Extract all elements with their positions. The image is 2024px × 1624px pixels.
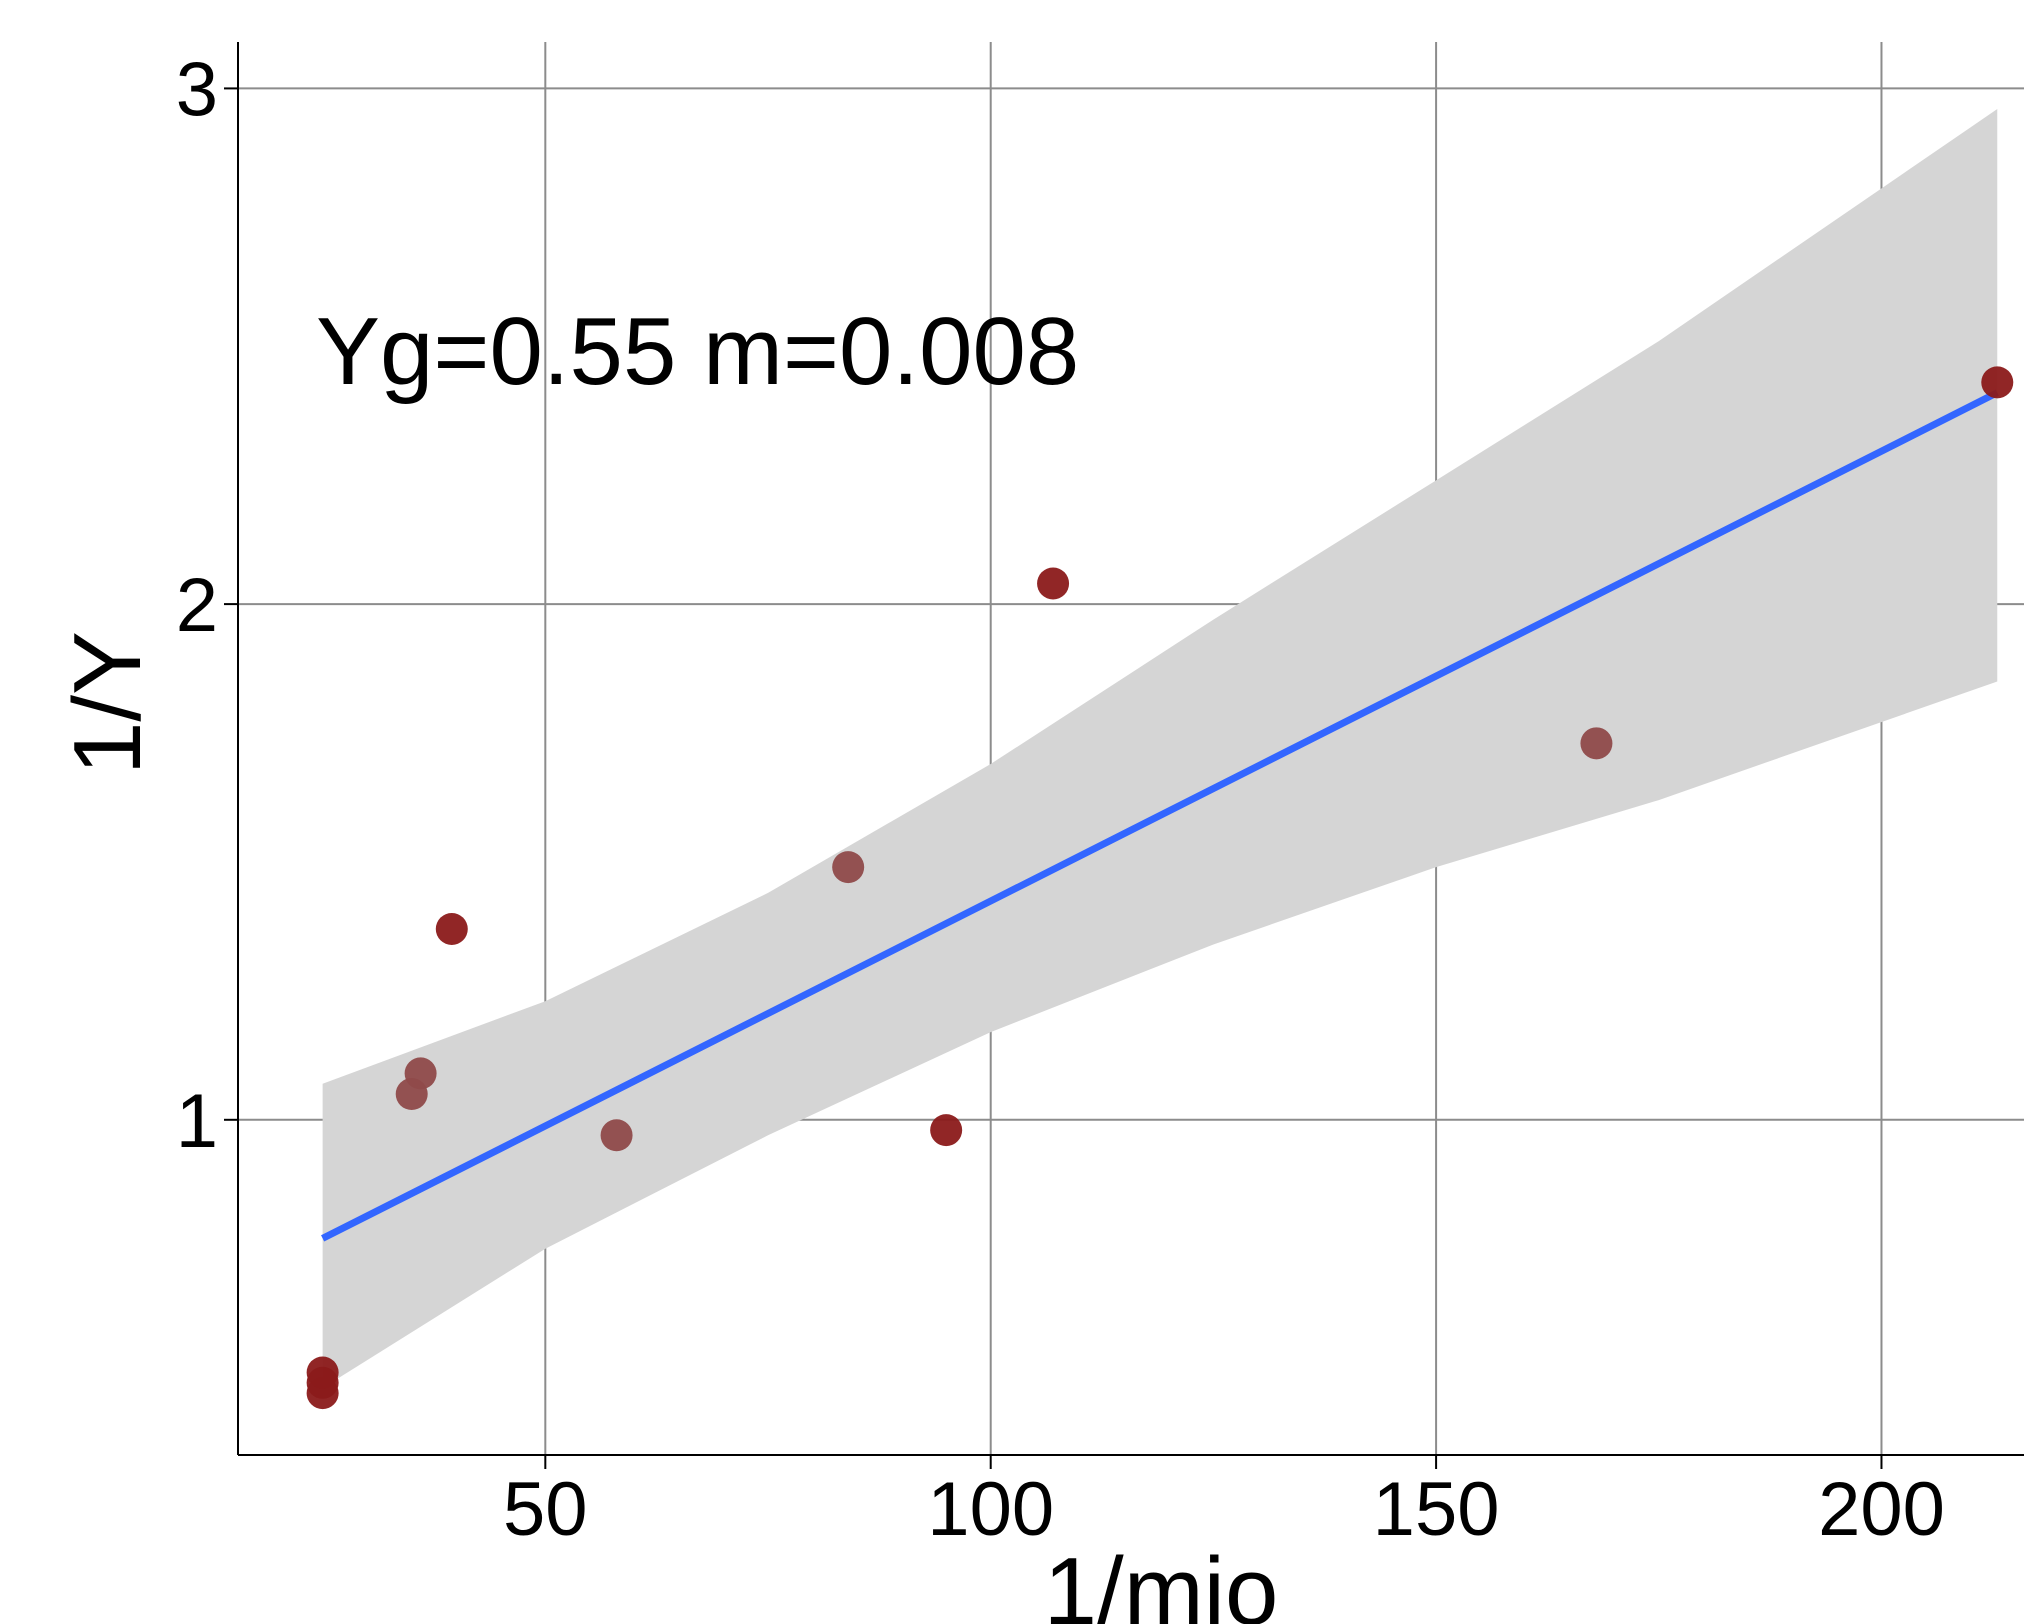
data-point-9	[1037, 567, 1070, 600]
data-points	[306, 366, 2014, 1410]
fit-annotation: Yg=0.55 m=0.008	[316, 298, 1079, 405]
x-tick-label-200: 200	[1818, 1467, 1945, 1552]
data-point-2	[306, 1356, 339, 1389]
confidence-band	[322, 109, 1998, 1388]
x-tick-label-100: 100	[927, 1467, 1054, 1552]
y-ticks: 1 2 3	[176, 47, 238, 1164]
data-point-7	[832, 851, 865, 884]
data-point-4	[404, 1057, 437, 1090]
x-ticks: 50 100 150 200	[503, 1455, 1945, 1552]
data-point-8	[930, 1114, 963, 1147]
data-point-5	[435, 912, 468, 945]
y-axis-title: 1/Y	[54, 631, 161, 775]
y-tick-label-2: 2	[176, 563, 218, 648]
data-point-10	[1580, 727, 1613, 760]
y-tick-label-1: 1	[176, 1079, 218, 1164]
data-point-6	[600, 1119, 633, 1152]
y-tick-label-3: 3	[176, 47, 218, 132]
regression-line	[321, 389, 1999, 1242]
x-tick-label-150: 150	[1373, 1467, 1500, 1552]
data-point-11	[1981, 366, 2014, 399]
x-tick-label-50: 50	[503, 1467, 588, 1552]
x-axis-title: 1/mio	[1044, 1538, 1279, 1624]
